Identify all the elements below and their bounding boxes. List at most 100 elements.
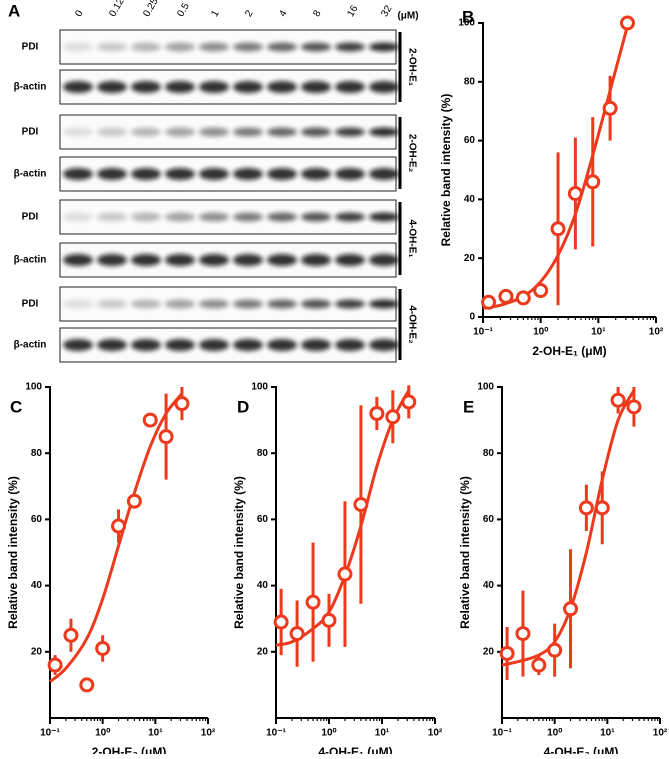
blot-band — [131, 168, 161, 180]
y-tick-label: 20 — [483, 646, 495, 657]
data-point — [578, 500, 594, 516]
unit-label: (μM) — [397, 11, 418, 22]
data-point — [353, 497, 369, 513]
y-tick-label: 20 — [31, 646, 43, 657]
blot-band — [369, 339, 399, 351]
blot-band — [233, 254, 263, 266]
row-label: β-actin — [14, 255, 47, 266]
data-point — [321, 612, 337, 628]
blot-band — [165, 299, 195, 309]
blot-band — [369, 127, 399, 137]
y-axis-label: Relative band intensity (%) — [232, 476, 246, 629]
blot-band — [131, 81, 161, 93]
blot-band — [199, 81, 229, 93]
blot-band — [165, 42, 195, 52]
group-label: 2-OH-E₂ — [406, 134, 417, 172]
y-tick-label: 60 — [31, 514, 43, 525]
blot-band — [165, 81, 195, 93]
data-point — [174, 396, 190, 412]
fit-curve — [49, 392, 184, 683]
x-tick-label: 10⁰ — [533, 327, 548, 338]
blot-band — [233, 127, 263, 137]
y-tick-label: 40 — [31, 580, 43, 591]
row-label: PDI — [22, 42, 39, 53]
blot-band — [63, 299, 93, 309]
blot-band — [165, 339, 195, 351]
blot-band — [301, 168, 331, 180]
concentration-label: 0.5 — [175, 1, 192, 19]
blot-band — [97, 81, 127, 93]
blot-band — [233, 339, 263, 351]
group-label: 2-OH-E₁ — [406, 48, 417, 86]
x-tick-label: 10¹ — [591, 327, 606, 338]
blot-band — [335, 212, 365, 222]
x-tick-label: 10¹ — [375, 728, 390, 739]
blot-band — [233, 168, 263, 180]
x-tick-label: 10⁰ — [547, 728, 562, 739]
data-point — [531, 657, 547, 673]
blot-band — [301, 339, 331, 351]
concentration-label: 2 — [243, 8, 256, 19]
panel-letter: D — [237, 397, 249, 416]
data-point — [619, 15, 635, 31]
blot-band — [233, 212, 263, 222]
group-label: 4-OH-E₂ — [406, 305, 417, 343]
x-tick-label: 10⁰ — [321, 728, 336, 739]
blot-band — [335, 127, 365, 137]
y-axis-label: Relative band intensity (%) — [6, 476, 20, 629]
blot-band — [301, 81, 331, 93]
row-label: β-actin — [14, 169, 47, 180]
fit-curve — [482, 25, 629, 310]
data-point — [567, 186, 583, 202]
blot-band — [301, 299, 331, 309]
data-point — [126, 493, 142, 509]
blot-band — [267, 168, 297, 180]
blot-band — [369, 81, 399, 93]
x-axis-label: 2-OH-E₂ (μM) — [92, 745, 167, 754]
y-tick-label: 40 — [464, 194, 476, 205]
blot-band — [131, 127, 161, 137]
data-point — [515, 626, 531, 642]
concentration-label: 4 — [277, 8, 290, 19]
x-tick-label: 10¹ — [600, 728, 615, 739]
blot-band — [97, 127, 127, 137]
blot-band — [199, 339, 229, 351]
blot-band — [369, 212, 399, 222]
row-label: PDI — [22, 127, 39, 138]
data-point — [142, 412, 158, 428]
blot-band — [301, 212, 331, 222]
blot-band — [369, 168, 399, 180]
x-tick-label: 10² — [428, 728, 443, 739]
y-tick-label: 40 — [257, 580, 269, 591]
data-point — [626, 399, 642, 415]
data-point — [305, 594, 321, 610]
data-point — [111, 518, 127, 534]
x-tick-label: 10⁻¹ — [40, 728, 60, 739]
y-tick-label: 80 — [483, 448, 495, 459]
blot-band — [335, 81, 365, 93]
data-point — [515, 290, 531, 306]
y-tick-label: 40 — [483, 580, 495, 591]
blot-band — [97, 42, 127, 52]
data-point — [47, 657, 63, 673]
data-point — [498, 288, 514, 304]
data-point — [585, 174, 601, 190]
blot-band — [267, 339, 297, 351]
blot-band — [165, 254, 195, 266]
data-point — [401, 394, 417, 410]
blot-band — [131, 339, 161, 351]
concentration-label: 0.25 — [141, 0, 160, 19]
data-point — [369, 405, 385, 421]
blot-band — [165, 212, 195, 222]
y-tick-label: 0 — [469, 312, 475, 323]
blot-band — [63, 127, 93, 137]
blot-band — [267, 81, 297, 93]
x-tick-label: 10⁰ — [95, 728, 110, 739]
y-tick-label: 100 — [25, 382, 42, 393]
panel-letter: A — [8, 1, 20, 20]
y-tick-label: 60 — [483, 514, 495, 525]
blot-band — [369, 299, 399, 309]
blot-band — [267, 212, 297, 222]
y-axis-label: Relative band intensity (%) — [458, 476, 472, 629]
data-point — [594, 500, 610, 516]
